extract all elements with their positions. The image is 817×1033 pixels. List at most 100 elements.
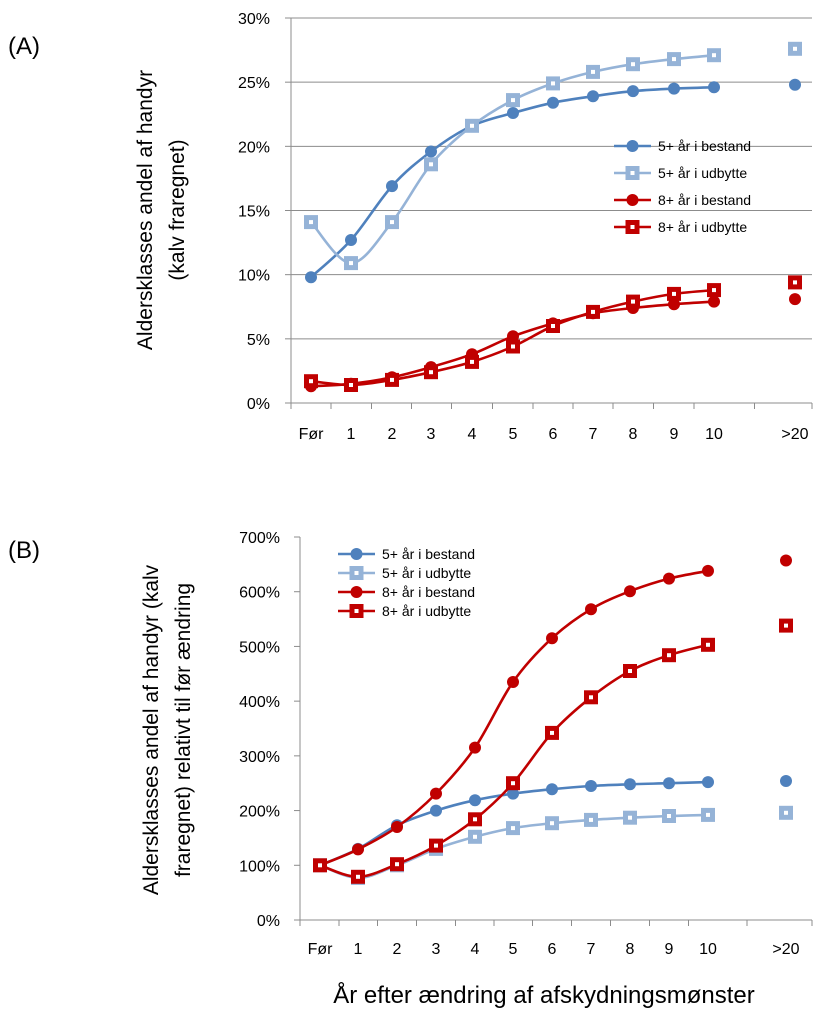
data-point bbox=[507, 787, 519, 800]
data-point bbox=[708, 81, 720, 94]
data-point bbox=[430, 804, 442, 817]
data-point-center bbox=[550, 821, 554, 826]
x-tick-label: 4 bbox=[471, 941, 480, 958]
x-tick-label: 10 bbox=[699, 941, 717, 958]
data-point bbox=[507, 107, 519, 119]
data-point-center bbox=[470, 359, 474, 364]
legend: 5+ år i bestand 5+ år i udbytte 8+ år i be… bbox=[614, 138, 751, 235]
data-point bbox=[546, 632, 558, 645]
data-point-center bbox=[511, 826, 515, 831]
x-tick-label: 1 bbox=[354, 941, 363, 958]
y-tick-label: 5% bbox=[247, 332, 270, 349]
y-tick-label: 20% bbox=[238, 139, 270, 156]
legend-marker bbox=[626, 140, 639, 152]
data-point bbox=[702, 776, 714, 789]
y-axis-label-line: (kalv fraregnet) bbox=[166, 139, 189, 280]
series-4 bbox=[313, 618, 793, 884]
y-tick-label: 600% bbox=[239, 585, 280, 602]
data-point bbox=[507, 330, 519, 343]
data-point bbox=[585, 780, 597, 792]
legend-label: 8+ år i udbytte bbox=[658, 219, 747, 235]
data-point bbox=[386, 180, 398, 193]
data-point-center bbox=[349, 383, 353, 387]
x-tick-label: 10 bbox=[705, 426, 723, 443]
data-point-center bbox=[706, 812, 710, 817]
x-tick-label: 2 bbox=[393, 941, 402, 958]
x-tick-label: Før bbox=[308, 941, 334, 958]
x-tick-label: Før bbox=[299, 426, 325, 443]
x-tick-label: 6 bbox=[548, 941, 557, 958]
data-point bbox=[391, 821, 403, 833]
data-point bbox=[624, 585, 636, 598]
x-tick-label: 3 bbox=[432, 941, 441, 958]
y-tick-label: 700% bbox=[239, 530, 280, 547]
data-point-center bbox=[793, 280, 797, 285]
panel-label: (A) bbox=[8, 33, 40, 60]
legend-label: 8+ år i udbytte bbox=[382, 603, 471, 619]
x-tick-label: 7 bbox=[587, 941, 596, 958]
data-point bbox=[547, 96, 559, 109]
data-point-center bbox=[550, 730, 554, 735]
legend: 5+ år i bestand 5+ år i udbytte 8+ år i be… bbox=[338, 546, 475, 619]
data-point-center bbox=[589, 817, 593, 822]
legend-label: 5+ år i udbytte bbox=[382, 565, 471, 581]
data-point-center bbox=[434, 843, 438, 848]
data-point-center bbox=[784, 623, 788, 628]
legend-label: 5+ år i bestand bbox=[658, 138, 751, 154]
data-point-center bbox=[672, 291, 676, 296]
data-point-center bbox=[395, 862, 399, 867]
data-point-center bbox=[672, 57, 676, 62]
legend-marker-center bbox=[354, 609, 359, 613]
legend-label: 5+ år i bestand bbox=[382, 546, 475, 562]
data-point bbox=[668, 298, 680, 311]
data-point-center bbox=[628, 669, 632, 673]
data-point-center bbox=[551, 324, 555, 328]
data-point-center bbox=[793, 46, 797, 51]
y-tick-label: 0% bbox=[247, 396, 270, 413]
legend-marker bbox=[626, 194, 639, 206]
data-point-center bbox=[511, 98, 515, 103]
data-point-center bbox=[349, 261, 353, 266]
legend-marker bbox=[350, 586, 363, 598]
series-3 bbox=[305, 293, 801, 393]
legend-marker-center bbox=[630, 171, 635, 175]
data-point-center bbox=[631, 62, 635, 67]
data-point bbox=[507, 676, 519, 688]
series-3 bbox=[314, 554, 792, 872]
series-2 bbox=[304, 41, 802, 271]
x-tick-label: 5 bbox=[509, 941, 518, 958]
x-tick-label: 1 bbox=[347, 426, 356, 443]
series-1 bbox=[305, 78, 801, 284]
data-point bbox=[425, 145, 437, 158]
data-point-center bbox=[429, 162, 433, 167]
data-point-center bbox=[591, 309, 595, 314]
data-point bbox=[624, 778, 636, 791]
data-point bbox=[352, 843, 364, 856]
data-point-center bbox=[309, 220, 313, 225]
x-tick-label: 5 bbox=[509, 426, 518, 443]
data-point-center bbox=[784, 810, 788, 815]
x-tick-label: 3 bbox=[427, 426, 436, 443]
legend-label: 8+ år i bestand bbox=[658, 192, 751, 208]
x-tick-label: >20 bbox=[772, 941, 799, 958]
legend-marker-center bbox=[354, 571, 359, 575]
data-point bbox=[702, 564, 714, 577]
data-point bbox=[627, 85, 639, 98]
y-axis-label-line: Aldersklasses andel af handyr bbox=[134, 70, 157, 350]
x-tick-label: 8 bbox=[629, 426, 638, 443]
data-point-center bbox=[551, 81, 555, 86]
data-point bbox=[668, 82, 680, 95]
data-point-center bbox=[470, 123, 474, 128]
y-axis-label-line: fraregnet) relativt til før ændring bbox=[172, 583, 195, 877]
x-axis-title: År efter ændring af afskydningsmønster bbox=[333, 981, 755, 1009]
data-point-center bbox=[628, 815, 632, 820]
x-tick-label: 4 bbox=[468, 426, 477, 443]
data-point-center bbox=[429, 370, 433, 375]
data-point bbox=[663, 572, 675, 585]
legend-label: 8+ år i bestand bbox=[382, 584, 475, 600]
y-tick-label: 500% bbox=[239, 639, 280, 656]
data-point bbox=[789, 78, 801, 91]
data-point-center bbox=[591, 69, 595, 74]
data-point-center bbox=[667, 653, 671, 658]
